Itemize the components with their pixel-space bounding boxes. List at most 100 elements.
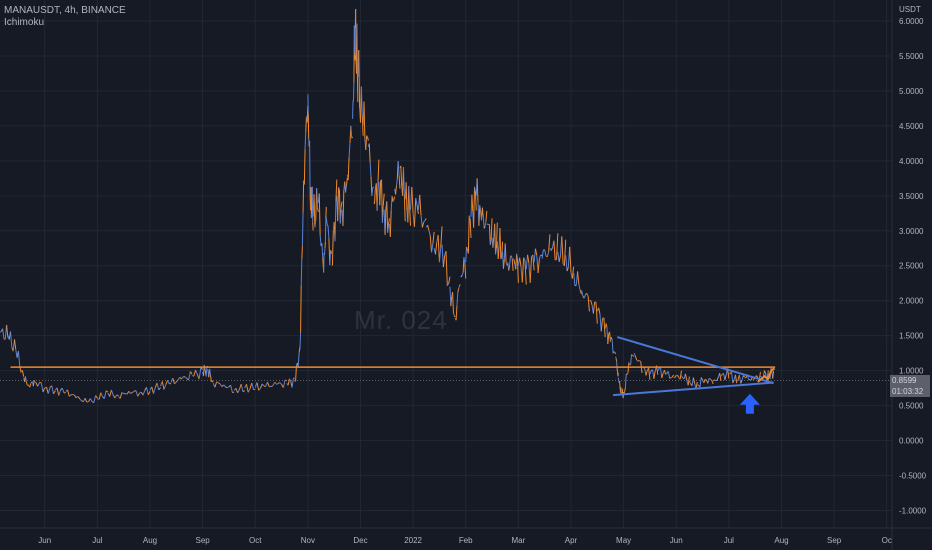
price-segment [431,243,434,253]
x-tick-label: Mar [511,536,525,545]
price-segment [287,378,290,386]
price-segment [484,221,487,227]
price-segment [0,330,2,333]
price-segment [172,378,176,385]
price-segment [523,257,526,261]
price-segment [440,226,443,248]
last-price-tag: 0.8599 [890,375,930,386]
price-segment [452,312,455,317]
price-segment [624,373,627,388]
watermark: Mr. 024 [354,305,448,335]
price-segment [384,207,387,235]
price-segment [583,294,586,299]
price-segment [147,391,151,396]
price-segment [135,390,139,397]
price-segment [325,216,328,226]
x-tick-label: Jul [92,536,102,545]
price-segment [105,390,109,393]
price-segment [481,207,484,218]
price-segment [84,398,88,403]
indicator-name: Ichimoku [4,17,45,28]
price-segment [467,215,470,254]
price-segment [267,382,270,387]
price-segment [395,178,398,187]
price-segment [452,291,454,314]
price-segment [397,161,400,176]
price-segment [513,259,516,265]
price-segment [483,226,486,229]
price-segment [210,374,212,382]
x-tick-label: May [616,536,631,545]
price-segment [335,179,338,202]
price-segment [40,382,44,393]
price-segment [456,292,459,306]
price-segment [345,185,347,193]
price-segment [466,246,468,251]
price-segment [424,218,427,221]
price-segment [348,143,351,158]
y-tick-label: 0.0000 [899,437,924,446]
y-tick-label: 5.5000 [899,52,924,61]
price-segment [661,373,664,379]
price-segment [416,205,419,214]
price-segment [474,191,477,211]
price-segment [6,324,9,338]
price-segment [103,390,107,399]
price-segment [256,382,260,391]
price-segment [508,265,511,271]
price-segment [387,224,390,233]
price-segment [432,231,435,244]
price-segment [156,382,160,391]
price-segment [240,383,244,392]
price-segment [139,391,142,394]
price-segment [548,234,551,253]
price-segment [752,378,755,381]
price-segment [89,398,93,402]
price-segment [611,340,614,354]
price-segment [214,381,218,388]
price-segment [605,323,608,328]
price-segment [358,50,361,109]
price-segment [363,101,366,139]
price-segment [390,196,393,211]
y-tick-label: 1.5000 [899,332,924,341]
price-segment [554,259,557,261]
price-segment [112,394,116,399]
price-segment [714,379,716,382]
price-segment [471,194,474,212]
price-segment [515,253,518,270]
price-segment [684,373,688,381]
price-segment [337,187,340,222]
price-segment [195,369,198,375]
price-segment [461,272,464,276]
price-segment [442,255,446,268]
price-segment [550,247,554,251]
price-segment [137,393,140,397]
price-segment [648,367,651,380]
price-segment [516,259,519,283]
price-segment [710,378,713,381]
price-segment [330,250,333,254]
price-segment [67,389,70,397]
price-segment [297,352,300,368]
price-segment [25,381,28,385]
price-segment [679,370,682,380]
price-segment [633,352,636,357]
y-tick-label: 0.5000 [899,402,924,411]
price-segment [557,251,560,262]
price-segment [237,389,240,394]
price-segment [469,218,472,239]
price-segment [497,246,500,259]
price-segment [697,384,699,386]
price-segment [338,186,340,191]
price-segment [32,380,35,387]
price-segment [438,247,442,263]
price-segment [300,259,303,286]
price-segment [277,382,281,384]
price-segment [326,224,329,227]
price-segment [457,288,460,293]
price-segment [232,391,235,394]
price-segment [704,378,707,381]
price-segment [657,368,660,371]
